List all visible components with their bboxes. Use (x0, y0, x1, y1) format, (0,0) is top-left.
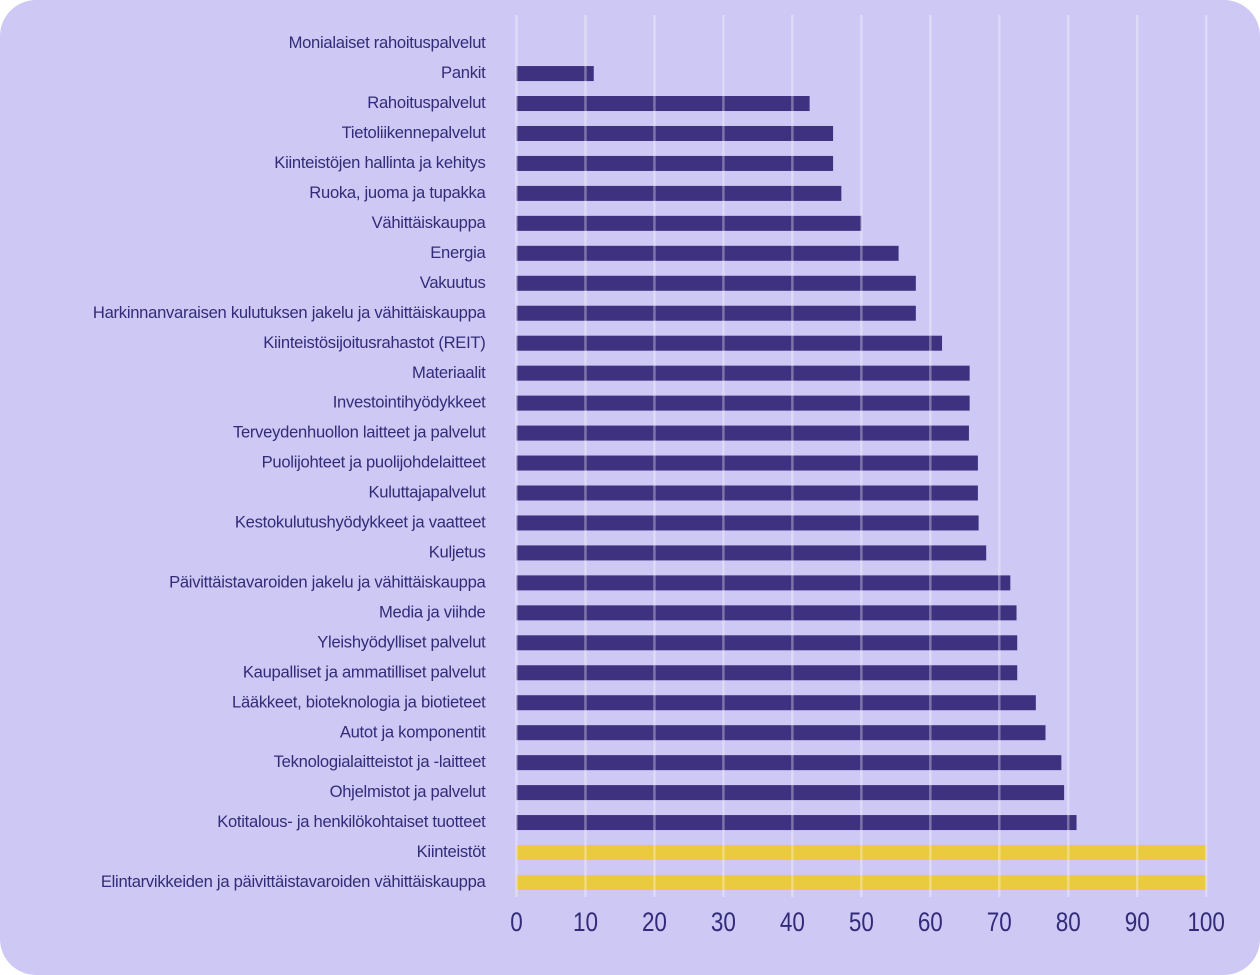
category-label: Kaupalliset ja ammatilliset palvelut (243, 662, 486, 681)
bar (516, 515, 979, 531)
category-label: Kestokulutushyödykkeet ja vaatteet (235, 513, 486, 532)
bar (516, 815, 1077, 831)
category-label: Teknologialaitteistot ja -laitteet (274, 752, 487, 771)
category-label: Tietoliikennepalvelut (342, 123, 487, 142)
category-label: Kiinteistöt (417, 842, 487, 861)
bar (516, 215, 862, 231)
x-tick-label: 40 (780, 907, 805, 937)
x-tick-label: 0 (510, 907, 523, 937)
x-tick-label: 80 (1056, 907, 1081, 937)
bar (516, 365, 970, 381)
category-label: Kuluttajapalvelut (368, 483, 486, 502)
bar (516, 395, 970, 411)
category-label: Ruoka, juoma ja tupakka (309, 183, 486, 202)
bar (516, 874, 1207, 890)
bar (516, 335, 943, 351)
x-tick-label: 50 (849, 907, 874, 937)
x-tick-label: 60 (918, 907, 943, 937)
category-label: Monialaiset rahoituspalvelut (289, 33, 487, 52)
x-tick-label: 20 (642, 907, 667, 937)
category-label: Lääkkeet, bioteknologia ja biotieteet (232, 692, 486, 711)
bar (516, 785, 1065, 801)
category-label: Kotitalous- ja henkilökohtaiset tuotteet (217, 812, 486, 831)
bar (516, 575, 1011, 591)
bar (516, 275, 916, 291)
category-label: Kiinteistöjen hallinta ja kehitys (274, 153, 485, 172)
category-label: Rahoituspalvelut (367, 93, 486, 112)
category-label: Harkinnanvaraisen kulutuksen jakelu ja v… (93, 303, 487, 322)
category-label: Pankit (441, 63, 486, 82)
category-label: Materiaalit (412, 363, 486, 382)
bar (516, 155, 834, 171)
bar (516, 665, 1018, 681)
bar (516, 96, 810, 112)
bar (516, 185, 842, 201)
x-tick-label: 90 (1125, 907, 1150, 937)
bar (516, 725, 1046, 741)
bar (516, 125, 834, 141)
bar (516, 455, 978, 471)
category-label: Vakuutus (420, 273, 486, 292)
bar (516, 545, 987, 561)
category-label: Kiinteistösijoitusrahastot (REIT) (263, 333, 485, 352)
category-label: Yleishyödylliset palvelut (317, 632, 486, 651)
x-tick-label: 70 (987, 907, 1012, 937)
category-label: Investointihyödykkeet (333, 393, 486, 412)
bar (516, 845, 1207, 861)
category-label: Media ja viihde (379, 602, 486, 621)
x-tick-label: 10 (573, 907, 598, 937)
category-label: Vähittäiskauppa (372, 213, 487, 232)
bar (516, 635, 1018, 651)
category-label: Päivittäistavaroiden jakelu ja vähittäis… (169, 572, 486, 591)
bar (516, 425, 969, 441)
category-label: Energia (430, 243, 486, 262)
bar (516, 305, 916, 321)
x-tick-label: 100 (1187, 907, 1225, 937)
bar (516, 485, 978, 501)
bar (516, 245, 899, 261)
category-label: Puolijohteet ja puolijohdelaitteet (262, 453, 487, 472)
category-label: Kuljetus (429, 543, 486, 562)
bar (516, 755, 1062, 771)
bar (516, 605, 1017, 621)
category-label: Autot ja komponentit (340, 722, 486, 741)
x-tick-label: 30 (711, 907, 736, 937)
bar (516, 66, 594, 82)
category-label: Elintarvikkeiden ja päivittäistavaroiden… (101, 872, 487, 891)
bar (516, 695, 1036, 711)
category-label: Ohjelmistot ja palvelut (330, 782, 487, 801)
category-label: Terveydenhuollon laitteet ja palvelut (233, 423, 486, 442)
